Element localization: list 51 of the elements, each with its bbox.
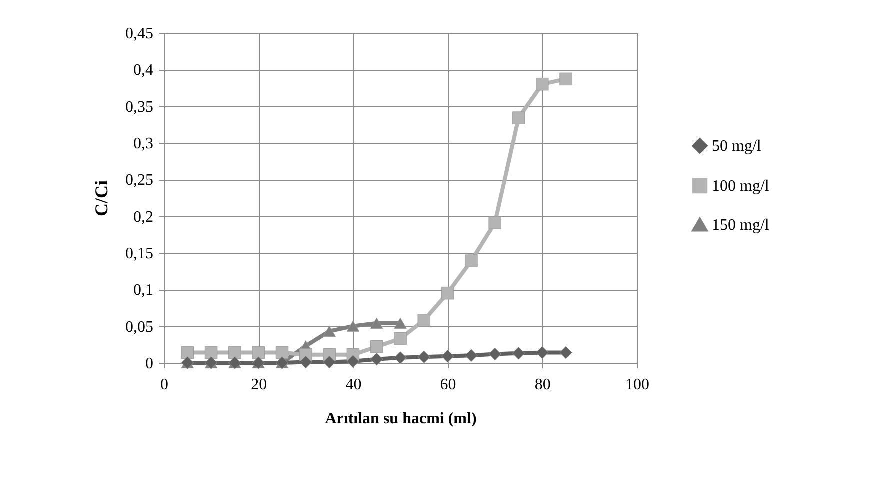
x-tick-label: 40 bbox=[346, 376, 362, 394]
point bbox=[536, 346, 549, 360]
point bbox=[323, 356, 336, 369]
point bbox=[228, 346, 242, 360]
point bbox=[394, 318, 407, 329]
point bbox=[370, 352, 384, 366]
point bbox=[441, 286, 454, 300]
point bbox=[370, 318, 384, 329]
point bbox=[465, 254, 478, 268]
point bbox=[300, 356, 312, 369]
point bbox=[204, 346, 218, 360]
legend-label: 100 mg/l bbox=[712, 178, 770, 195]
y-tick-label: 0,45 bbox=[126, 26, 154, 42]
y-tick-label: 0,2 bbox=[134, 208, 154, 226]
point bbox=[370, 340, 384, 354]
y-tick-label: 0 bbox=[146, 356, 154, 372]
point bbox=[418, 314, 431, 327]
x-tick-label: 80 bbox=[534, 376, 551, 394]
point bbox=[465, 349, 478, 362]
point bbox=[512, 112, 526, 124]
point bbox=[536, 78, 549, 91]
y-tick-label: 0,35 bbox=[126, 98, 154, 116]
x-tick-label: 100 bbox=[626, 376, 650, 394]
point bbox=[488, 216, 502, 230]
legend-label: 150 mg/l bbox=[712, 217, 770, 234]
point bbox=[346, 355, 360, 368]
legend-label: 50 mg/l bbox=[712, 138, 762, 155]
x-tick-label: 0 bbox=[160, 376, 168, 394]
point bbox=[394, 332, 407, 346]
x-axis-title: Arıtılan su hacmi (ml) bbox=[325, 410, 477, 428]
point bbox=[276, 346, 289, 360]
point bbox=[512, 347, 526, 360]
point bbox=[560, 72, 572, 86]
point bbox=[394, 351, 407, 364]
y-tick-label: 0,15 bbox=[126, 246, 154, 262]
point bbox=[488, 348, 502, 361]
y-tick-label: 0,25 bbox=[126, 172, 154, 190]
y-tick-label: 0,05 bbox=[126, 318, 154, 336]
y-tick-label: 0,4 bbox=[134, 62, 154, 80]
point bbox=[323, 326, 336, 338]
point bbox=[252, 346, 265, 360]
point bbox=[418, 350, 431, 364]
x-tick-label: 20 bbox=[251, 376, 268, 394]
point bbox=[560, 346, 572, 360]
x-tick-label: 60 bbox=[440, 376, 456, 394]
y-axis-title: C/Ci bbox=[92, 180, 112, 216]
y-tick-label: 0,1 bbox=[134, 282, 154, 300]
point bbox=[181, 346, 194, 360]
point bbox=[346, 320, 360, 332]
y-tick-label: 0,3 bbox=[134, 136, 154, 152]
point bbox=[441, 350, 454, 363]
